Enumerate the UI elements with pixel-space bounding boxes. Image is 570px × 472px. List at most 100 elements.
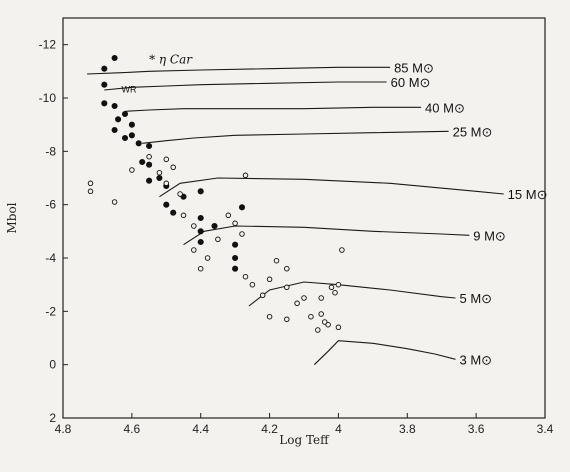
x-tick-label: 4.2 <box>261 422 278 436</box>
x-tick-label: 4.8 <box>55 422 72 436</box>
open-star-point <box>204 255 211 261</box>
annotation-label: * η Car <box>149 52 193 66</box>
x-tick-label: 4.4 <box>192 422 209 436</box>
plot-frame <box>62 17 546 419</box>
open-star-point <box>315 327 321 333</box>
filled-star-point <box>170 209 177 216</box>
open-star-point <box>301 295 307 301</box>
track-label: 25 M⊙ <box>453 124 493 139</box>
filled-star-point <box>232 265 239 272</box>
filled-star-point <box>111 54 118 62</box>
filled-star-point <box>135 140 142 147</box>
filled-star-point <box>128 121 135 128</box>
open-star-point <box>180 212 187 219</box>
x-tick-label: 3.4 <box>537 422 554 436</box>
x-tick-label: 4 <box>335 422 342 436</box>
x-axis-label: Log Teff <box>279 433 330 447</box>
filled-star-point <box>238 204 246 211</box>
filled-star-point <box>197 214 204 222</box>
track-line <box>159 177 504 198</box>
x-axis-ticks: 4.8 4.6 4.4 4.2 4 3.8 3.6 3.4 <box>55 413 554 436</box>
filled-star-point <box>197 188 204 195</box>
track-line <box>104 81 387 91</box>
filled-star-point <box>111 126 118 134</box>
open-star-point <box>170 164 176 171</box>
y-tick-label: -6 <box>45 198 56 212</box>
open-star-point <box>242 172 249 179</box>
track-line <box>183 225 470 246</box>
star-points <box>87 54 345 333</box>
open-star-point <box>191 247 197 253</box>
filled-star-point <box>101 100 108 107</box>
open-star-point <box>177 191 183 197</box>
open-star-point <box>87 188 94 195</box>
y-tick-label: 0 <box>49 358 56 372</box>
y-tick-label: -12 <box>39 38 57 52</box>
track-label: 5 M⊙ <box>459 291 492 306</box>
y-axis-ticks: -12 -10 -8 -6 -4 -2 0 2 <box>39 38 68 425</box>
y-tick-label: -8 <box>45 144 56 158</box>
filled-star-point <box>197 238 204 246</box>
open-star-point <box>308 313 314 320</box>
filled-star-point <box>139 158 146 166</box>
y-tick-label: 2 <box>49 411 56 425</box>
open-star-point <box>225 212 232 219</box>
track-line <box>313 340 456 366</box>
filled-star-point <box>121 110 129 118</box>
filled-star-point <box>232 241 239 248</box>
annotation-label: WR <box>122 85 137 95</box>
open-star-point <box>111 199 118 205</box>
filled-star-point <box>101 65 108 72</box>
open-star-point <box>328 284 335 291</box>
y-tick-label: -2 <box>45 304 56 318</box>
open-star-point <box>335 324 342 331</box>
track-line <box>87 66 391 75</box>
open-star-point <box>332 289 338 296</box>
track-label: 15 M⊙ <box>508 187 548 202</box>
track-line <box>124 106 422 112</box>
x-tick-label: 4.6 <box>124 422 141 436</box>
open-star-point <box>318 311 324 317</box>
open-star-point <box>321 319 328 325</box>
open-star-point <box>294 300 300 307</box>
open-star-point <box>129 167 135 173</box>
track-label: 60 M⊙ <box>391 75 431 90</box>
filled-star-point <box>232 254 239 262</box>
open-star-point <box>284 284 290 291</box>
open-star-point <box>239 231 245 237</box>
track-label: 40 M⊙ <box>425 100 465 115</box>
open-star-point <box>284 265 290 272</box>
filled-star-point <box>211 222 218 230</box>
filled-star-point <box>146 161 153 168</box>
track-line <box>142 130 449 144</box>
open-star-point <box>163 180 170 187</box>
filled-star-point <box>146 142 153 150</box>
annotations: * η Car WR <box>122 52 194 94</box>
y-tick-label: -10 <box>39 91 57 105</box>
open-star-point <box>191 223 197 229</box>
open-star-point <box>215 236 221 243</box>
open-star-point <box>87 180 94 187</box>
filled-star-point <box>163 201 170 208</box>
y-axis-label: Mbol <box>5 202 19 233</box>
track-line <box>248 281 456 307</box>
filled-star-point <box>111 102 118 110</box>
open-star-point <box>197 265 204 272</box>
filled-star-point <box>146 177 153 184</box>
open-star-point <box>156 169 163 176</box>
open-star-point <box>242 273 249 280</box>
open-star-point <box>249 281 256 288</box>
open-star-point <box>339 247 345 253</box>
x-tick-label: 3.8 <box>399 422 416 436</box>
filled-star-point <box>197 228 204 235</box>
open-star-point <box>259 292 266 299</box>
track-label: 3 M⊙ <box>459 352 492 367</box>
open-star-point <box>273 257 280 264</box>
y-tick-label: -4 <box>45 251 56 265</box>
filled-star-point <box>128 132 135 139</box>
open-star-point <box>146 153 152 160</box>
open-star-point <box>266 313 273 320</box>
open-star-point <box>266 276 273 283</box>
filled-star-point <box>101 81 108 88</box>
